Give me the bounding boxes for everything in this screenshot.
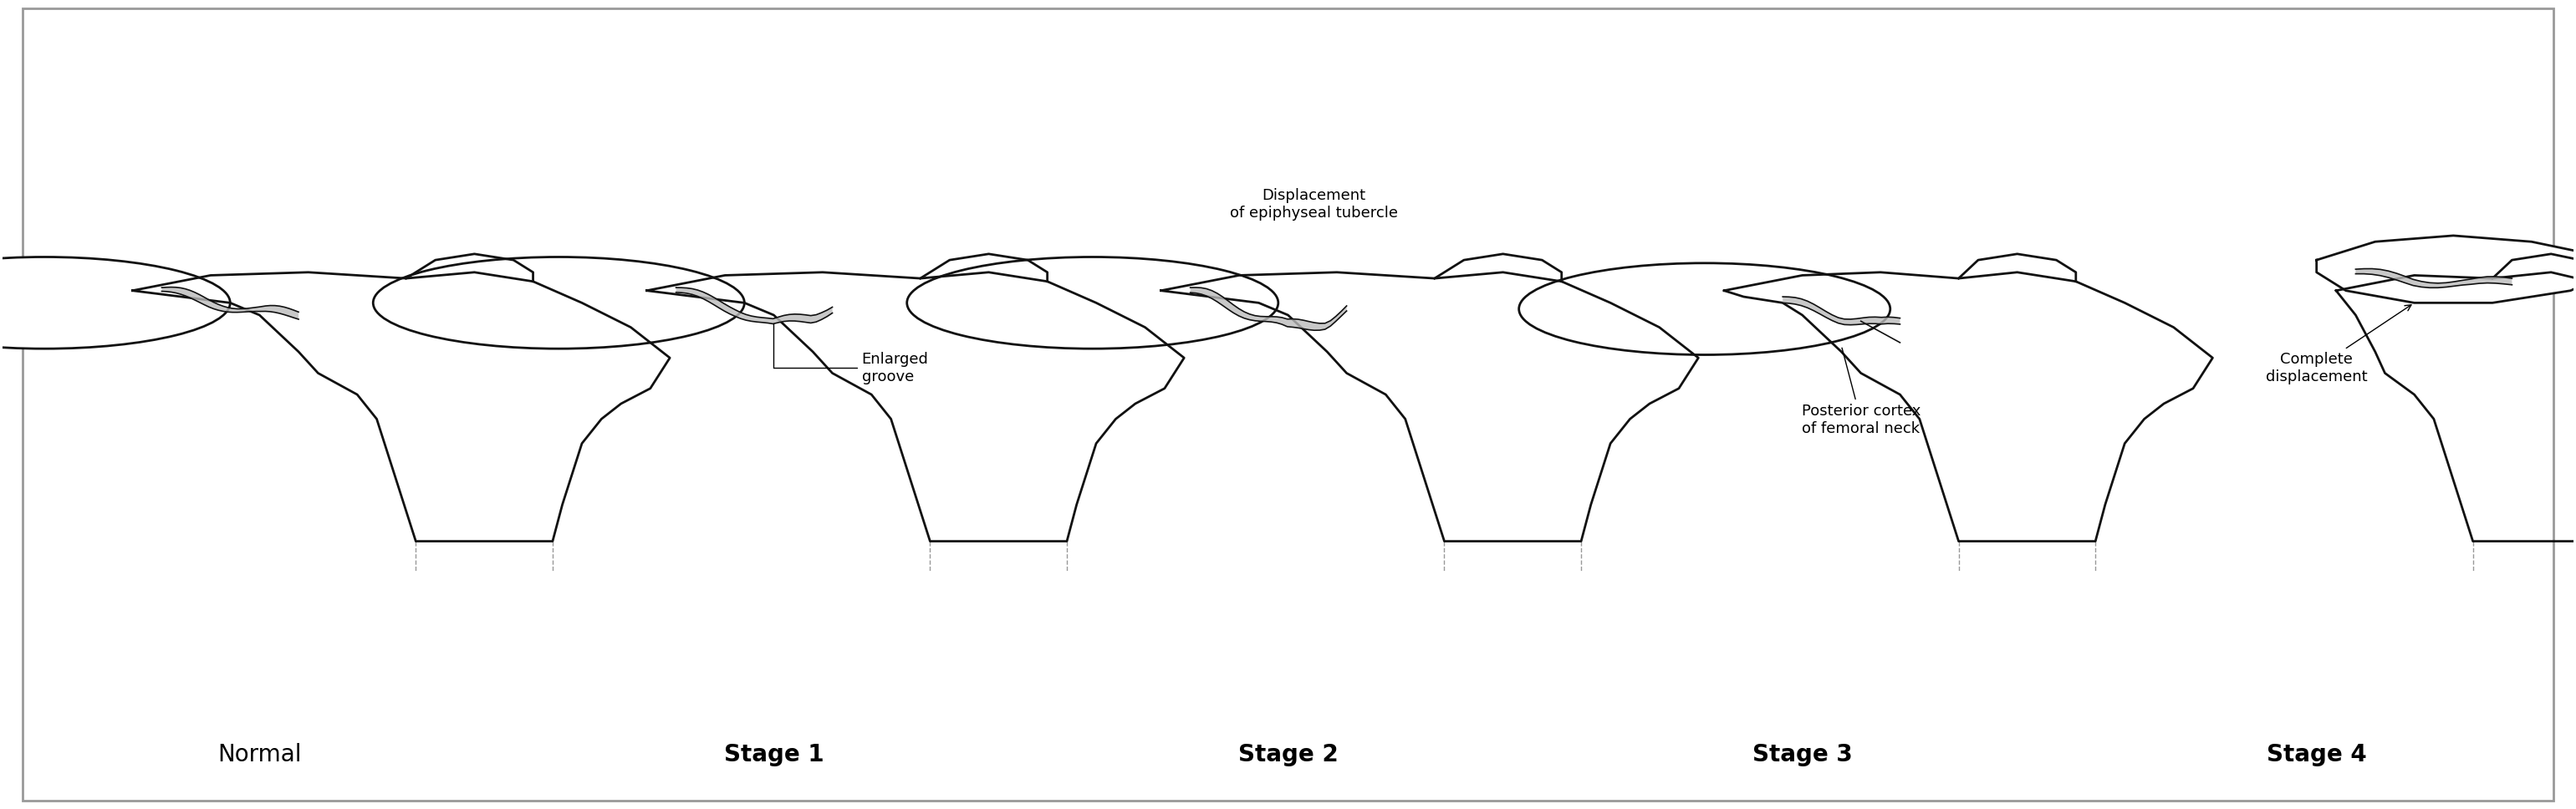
Polygon shape: [1190, 287, 1347, 330]
Text: Normal: Normal: [216, 743, 301, 766]
Polygon shape: [2316, 235, 2576, 303]
Text: Complete
displacement: Complete displacement: [2267, 305, 2411, 384]
Polygon shape: [675, 287, 832, 324]
Ellipse shape: [0, 257, 229, 349]
Text: Posterior cortex
of femoral neck: Posterior cortex of femoral neck: [1801, 348, 1922, 436]
Text: Stage 3: Stage 3: [1752, 743, 1852, 766]
Ellipse shape: [374, 257, 744, 349]
Text: Stage 1: Stage 1: [724, 743, 824, 766]
Text: Enlarged
groove: Enlarged groove: [773, 324, 927, 384]
Text: Stage 4: Stage 4: [2267, 743, 2367, 766]
FancyBboxPatch shape: [23, 9, 2553, 800]
Text: Stage 2: Stage 2: [1239, 743, 1337, 766]
Ellipse shape: [907, 257, 1278, 349]
Text: Displacement
of epiphyseal tubercle: Displacement of epiphyseal tubercle: [1229, 188, 1399, 220]
Polygon shape: [2354, 269, 2512, 288]
Polygon shape: [1783, 297, 1901, 325]
Polygon shape: [162, 287, 299, 320]
Ellipse shape: [1520, 263, 1891, 355]
